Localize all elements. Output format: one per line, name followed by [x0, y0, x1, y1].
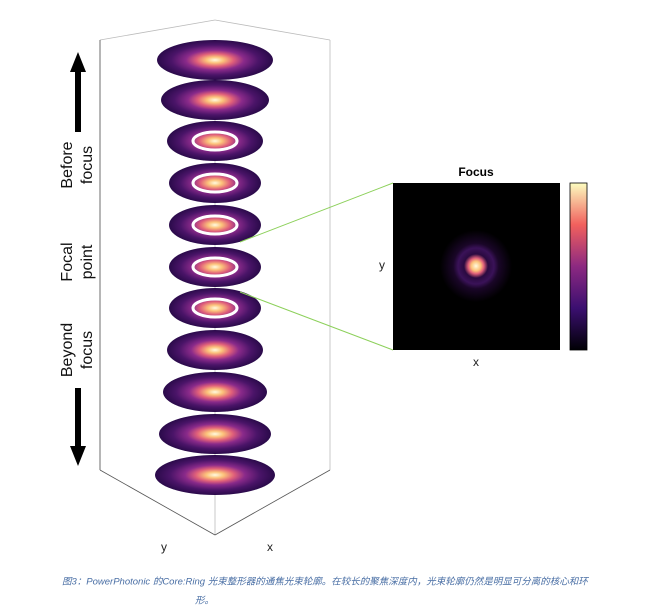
beam-disc [159, 414, 271, 454]
caption: 图3：PowerPhotonic 的Core:Ring 光束整形器的通焦光束轮廓… [62, 576, 589, 588]
label: Before [59, 141, 76, 188]
beam-disc [167, 330, 263, 370]
caption: 形。 [195, 596, 214, 607]
inset: Focus y x [379, 165, 588, 369]
beam-disc [169, 247, 261, 287]
beam-disc [167, 121, 263, 161]
inset-title: Focus [458, 165, 494, 179]
label: Focal [59, 242, 76, 281]
label: point [79, 244, 96, 279]
label: Beyond [59, 323, 76, 377]
arrows [70, 52, 86, 466]
beam-disc [169, 163, 261, 203]
axis-label: y [379, 258, 385, 272]
beam-disc [157, 40, 273, 80]
colorbar [569, 182, 588, 351]
label: focus [79, 331, 96, 369]
beam-disc [169, 288, 261, 328]
beam-ring [191, 214, 239, 236]
label: focus [79, 146, 96, 184]
beam-ring [191, 172, 239, 194]
beam-ring [191, 130, 239, 152]
focus-spot [416, 206, 536, 326]
beam-disc [155, 455, 275, 495]
side-labels: Before focus Focal point Beyond focus [59, 141, 96, 377]
beam-ring [191, 256, 239, 278]
beam-disc [161, 80, 269, 120]
beam-stack [155, 40, 275, 495]
beam-disc [169, 205, 261, 245]
connectors [239, 182, 394, 351]
axis-label: x [267, 540, 273, 554]
beam-ring [191, 297, 239, 319]
axis-label: y [161, 540, 167, 554]
axis-label: x [473, 355, 479, 369]
beam-disc [163, 372, 267, 412]
